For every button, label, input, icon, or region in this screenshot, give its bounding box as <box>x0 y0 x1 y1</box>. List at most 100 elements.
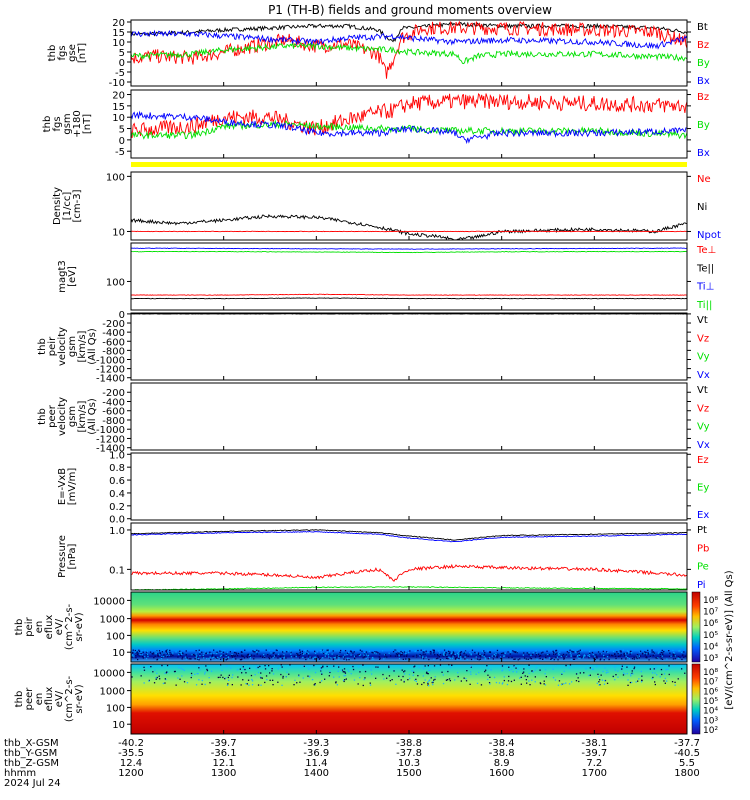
spectrogram-speck <box>558 654 561 656</box>
spectrogram-speck <box>433 679 435 681</box>
spectrogram-speck <box>450 655 452 657</box>
spectrogram-speck <box>528 664 530 666</box>
spectrogram-speck <box>421 683 423 686</box>
spectrogram-speck <box>614 653 616 655</box>
spectrogram-speck <box>250 654 253 656</box>
spectrogram-speck <box>630 652 633 654</box>
spectrogram-speck <box>419 654 421 656</box>
spectrogram-speck <box>577 657 579 659</box>
spectrogram-speck <box>401 669 403 671</box>
spectrogram-speck <box>638 657 640 659</box>
spectrogram-speck <box>225 677 227 679</box>
spectrogram-speck <box>138 649 140 651</box>
series-bz-line <box>130 93 688 138</box>
spectrogram-speck <box>434 678 436 681</box>
spectrogram-speck <box>532 671 534 673</box>
spectrogram-speck <box>603 659 605 661</box>
panel-ylabel: Pressure <box>57 535 68 578</box>
spectrogram-speck <box>436 654 439 656</box>
spectrogram-speck <box>355 655 357 657</box>
panel-ylabel: thb <box>37 338 48 355</box>
spectrogram-speck <box>470 658 473 661</box>
spectrogram-speck <box>621 665 623 667</box>
legend-entry: Ey <box>697 483 709 494</box>
spectrogram-speck <box>395 683 397 685</box>
spectrogram-speck <box>196 672 198 675</box>
spectrogram-speck <box>441 671 443 673</box>
spectrogram-speck <box>364 677 366 679</box>
spectrogram-speck <box>441 659 444 661</box>
spectrogram-speck <box>662 654 664 656</box>
spectrogram-speck <box>653 652 656 654</box>
ytick-label: -10 <box>109 78 125 89</box>
spectrogram-speck <box>617 670 619 672</box>
spectrogram-speck <box>226 651 229 653</box>
ytick-label: 0.4 <box>109 489 125 500</box>
spectrogram-speck <box>524 675 526 677</box>
spectrogram-speck <box>327 649 329 651</box>
ytick-label: 1.0 <box>109 526 125 537</box>
spectrogram-speck <box>299 654 302 656</box>
spectrogram-speck <box>314 658 316 660</box>
spectrogram-speck <box>679 656 681 659</box>
spectrogram-speck <box>344 654 346 656</box>
spectrogram-speck <box>394 649 396 651</box>
spectrogram-speck <box>166 664 169 667</box>
spectrogram-speck <box>649 652 651 654</box>
ytick-label: 100 <box>106 277 125 288</box>
spectrogram-speck <box>531 670 533 672</box>
spectrogram-speck <box>317 656 320 658</box>
spectrogram-speck <box>667 668 669 670</box>
spectrogram-speck <box>467 655 469 657</box>
spectrogram-speck <box>615 657 617 660</box>
spectrogram-speck <box>243 668 245 670</box>
spectrogram-speck <box>205 665 207 667</box>
spectrogram-speck <box>552 658 554 661</box>
spectrogram-speck <box>222 650 224 652</box>
spectrogram-speck <box>606 682 609 684</box>
panel-ylabel: thb <box>14 619 25 636</box>
spectrogram-speck <box>660 656 662 658</box>
spectrogram-speck <box>392 651 395 653</box>
panel-ylabel: fgs <box>57 45 68 60</box>
spectrogram-speck <box>535 650 537 652</box>
spectrogram-speck <box>314 684 316 686</box>
spectrogram-speck <box>452 656 454 658</box>
spectrogram-speck <box>235 658 237 660</box>
xtick-label: -37.8 <box>396 748 422 759</box>
spectrogram-speck <box>400 655 402 657</box>
spectrogram-speck <box>463 677 465 679</box>
spectrogram-speck <box>496 649 499 652</box>
spectrogram-speck <box>592 657 594 659</box>
spectrogram-speck <box>454 679 456 681</box>
spectrogram-speck <box>234 649 236 652</box>
legend-entry: Ti|| <box>696 300 712 311</box>
spectrogram-speck <box>147 666 150 668</box>
spectrogram-speck <box>431 681 433 684</box>
spectrogram-speck <box>248 684 250 686</box>
spectrogram-speck <box>207 652 209 655</box>
xtick-label: -35.5 <box>118 748 144 759</box>
spectrogram-speck <box>255 665 258 667</box>
spectrogram-speck <box>495 652 497 655</box>
spectrogram-speck <box>430 653 432 655</box>
spectrogram-speck <box>147 655 149 658</box>
spectrogram-speck <box>319 657 321 659</box>
spectrogram-speck <box>661 655 663 657</box>
spectrogram-speck <box>179 651 181 654</box>
spectrogram-speck <box>492 658 494 660</box>
spectrogram-speck <box>601 679 604 681</box>
spectrogram-speck <box>631 672 633 674</box>
spectrogram-speck <box>401 654 403 656</box>
spectrogram-speck <box>330 657 332 659</box>
spectrogram-speck <box>168 653 171 655</box>
spectrogram-speck <box>168 654 170 656</box>
spectrogram-speck <box>491 655 493 657</box>
spectrogram-speck <box>684 655 686 657</box>
ytick-label: 0.0 <box>109 515 125 526</box>
spectrogram-speck <box>398 675 400 677</box>
spectrogram-speck <box>603 656 606 658</box>
spectrogram-speck <box>266 679 268 681</box>
spectrogram-speck <box>152 671 154 673</box>
spectrogram-speck <box>596 656 598 658</box>
